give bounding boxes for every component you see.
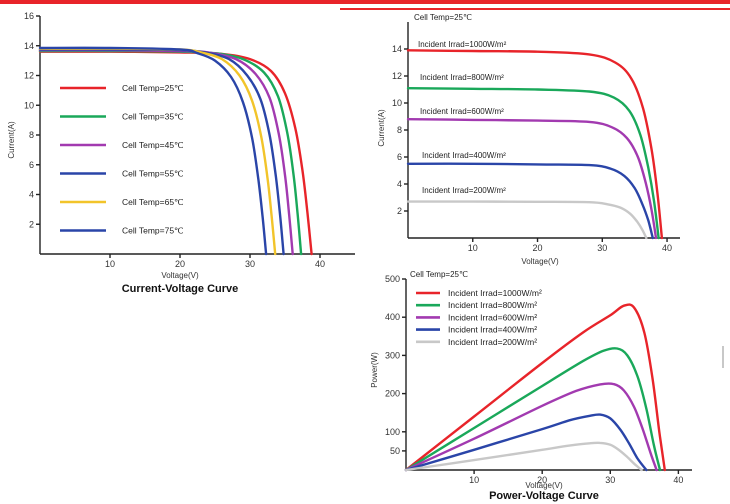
series-line bbox=[406, 118, 658, 240]
series-line bbox=[406, 49, 664, 240]
y-tick-label: 100 bbox=[385, 427, 400, 437]
series-line bbox=[404, 382, 658, 472]
series-line bbox=[404, 303, 666, 472]
y-tick-label: 300 bbox=[385, 350, 400, 360]
y-axis-label: Current(A) bbox=[377, 109, 386, 147]
y-tick-label: 4 bbox=[397, 179, 402, 189]
series-line bbox=[38, 46, 268, 256]
red-divider-line bbox=[340, 8, 730, 10]
y-tick-label: 14 bbox=[392, 44, 402, 54]
series-line bbox=[404, 441, 643, 472]
legend-label: Cell Temp=55℃ bbox=[122, 169, 184, 179]
chart-title: Power-Voltage Curve bbox=[489, 490, 599, 502]
legend-label: Cell Temp=65℃ bbox=[122, 197, 184, 207]
x-tick-label: 10 bbox=[469, 475, 479, 485]
legend-label: Cell Temp=45℃ bbox=[122, 140, 184, 150]
legend-label: Incident Irrad=400W/m² bbox=[448, 325, 537, 335]
series-label: Incident Irrad=200W/m² bbox=[422, 186, 506, 195]
current-irradiance-chart: 2 4 6 8 10 12 14 10 20 30 40 Current(A) Voltage(V) Ce… bbox=[377, 13, 680, 266]
series-line bbox=[404, 347, 662, 472]
series-label: Incident Irrad=400W/m² bbox=[422, 151, 506, 160]
legend-label: Cell Temp=75℃ bbox=[122, 226, 184, 236]
y-tick-label: 400 bbox=[385, 312, 400, 322]
axes bbox=[36, 15, 355, 258]
series-label: Incident Irrad=800W/m² bbox=[420, 73, 504, 82]
x-tick-label: 30 bbox=[597, 243, 607, 253]
top-red-band bbox=[0, 0, 730, 4]
y-axis-label: Power(W) bbox=[370, 352, 379, 388]
x-tick-label: 30 bbox=[245, 259, 255, 269]
series-label: Incident Irrad=1000W/m² bbox=[418, 40, 507, 49]
y-tick-label: 10 bbox=[24, 100, 34, 110]
y-tick-label: 8 bbox=[29, 130, 34, 140]
y-tick-label: 10 bbox=[392, 98, 402, 108]
x-tick-label: 20 bbox=[175, 259, 185, 269]
y-tick-label: 200 bbox=[385, 389, 400, 399]
y-tick-label: 12 bbox=[392, 71, 402, 81]
axes bbox=[402, 278, 692, 474]
x-tick-label: 20 bbox=[533, 243, 543, 253]
cell-temp-annotation: Cell Temp=25℃ bbox=[410, 270, 468, 279]
current-voltage-chart: 2 4 6 8 10 12 14 16 10 20 30 40 Current(A) Voltage(V)… bbox=[7, 11, 355, 295]
series-line bbox=[406, 200, 648, 240]
cell-temp-annotation: Cell Temp=25℃ bbox=[414, 13, 472, 22]
legend-label: Incident Irrad=200W/m² bbox=[448, 337, 537, 347]
x-tick-label: 40 bbox=[315, 259, 325, 269]
legend-label: Incident Irrad=800W/m² bbox=[448, 300, 537, 310]
y-tick-label: 8 bbox=[397, 125, 402, 135]
y-tick-label: 4 bbox=[29, 190, 34, 200]
chart-title: Current-Voltage Curve bbox=[122, 283, 239, 295]
x-axis-label: Voltage(V) bbox=[521, 257, 559, 266]
legend-label: Incident Irrad=600W/m² bbox=[448, 312, 537, 322]
edge-mark bbox=[722, 346, 724, 368]
y-axis-label: Current(A) bbox=[7, 121, 16, 159]
legend-label: Cell Temp=25℃ bbox=[122, 83, 184, 93]
y-tick-label: 16 bbox=[24, 11, 34, 21]
x-tick-label: 30 bbox=[605, 475, 615, 485]
x-tick-label: 40 bbox=[673, 475, 683, 485]
x-axis-label: Voltage(V) bbox=[525, 481, 563, 490]
y-tick-label: 50 bbox=[390, 446, 400, 456]
y-tick-label: 14 bbox=[24, 41, 34, 51]
series-line bbox=[406, 162, 654, 240]
legend-label: Cell Temp=35℃ bbox=[122, 112, 184, 122]
y-tick-label: 500 bbox=[385, 274, 400, 284]
y-tick-label: 6 bbox=[397, 152, 402, 162]
legend-label: Incident Irrad=1000W/m² bbox=[448, 288, 542, 298]
x-axis-label: Voltage(V) bbox=[161, 271, 199, 280]
y-tick-label: 6 bbox=[29, 160, 34, 170]
series-line bbox=[404, 413, 648, 472]
y-tick-label: 2 bbox=[29, 219, 34, 229]
series-label: Incident Irrad=600W/m² bbox=[420, 107, 504, 116]
x-tick-label: 10 bbox=[105, 259, 115, 269]
x-tick-label: 20 bbox=[537, 475, 547, 485]
x-tick-label: 10 bbox=[468, 243, 478, 253]
y-tick-label: 12 bbox=[24, 71, 34, 81]
series-line bbox=[406, 87, 660, 240]
x-tick-label: 40 bbox=[662, 243, 672, 253]
y-tick-label: 2 bbox=[397, 206, 402, 216]
